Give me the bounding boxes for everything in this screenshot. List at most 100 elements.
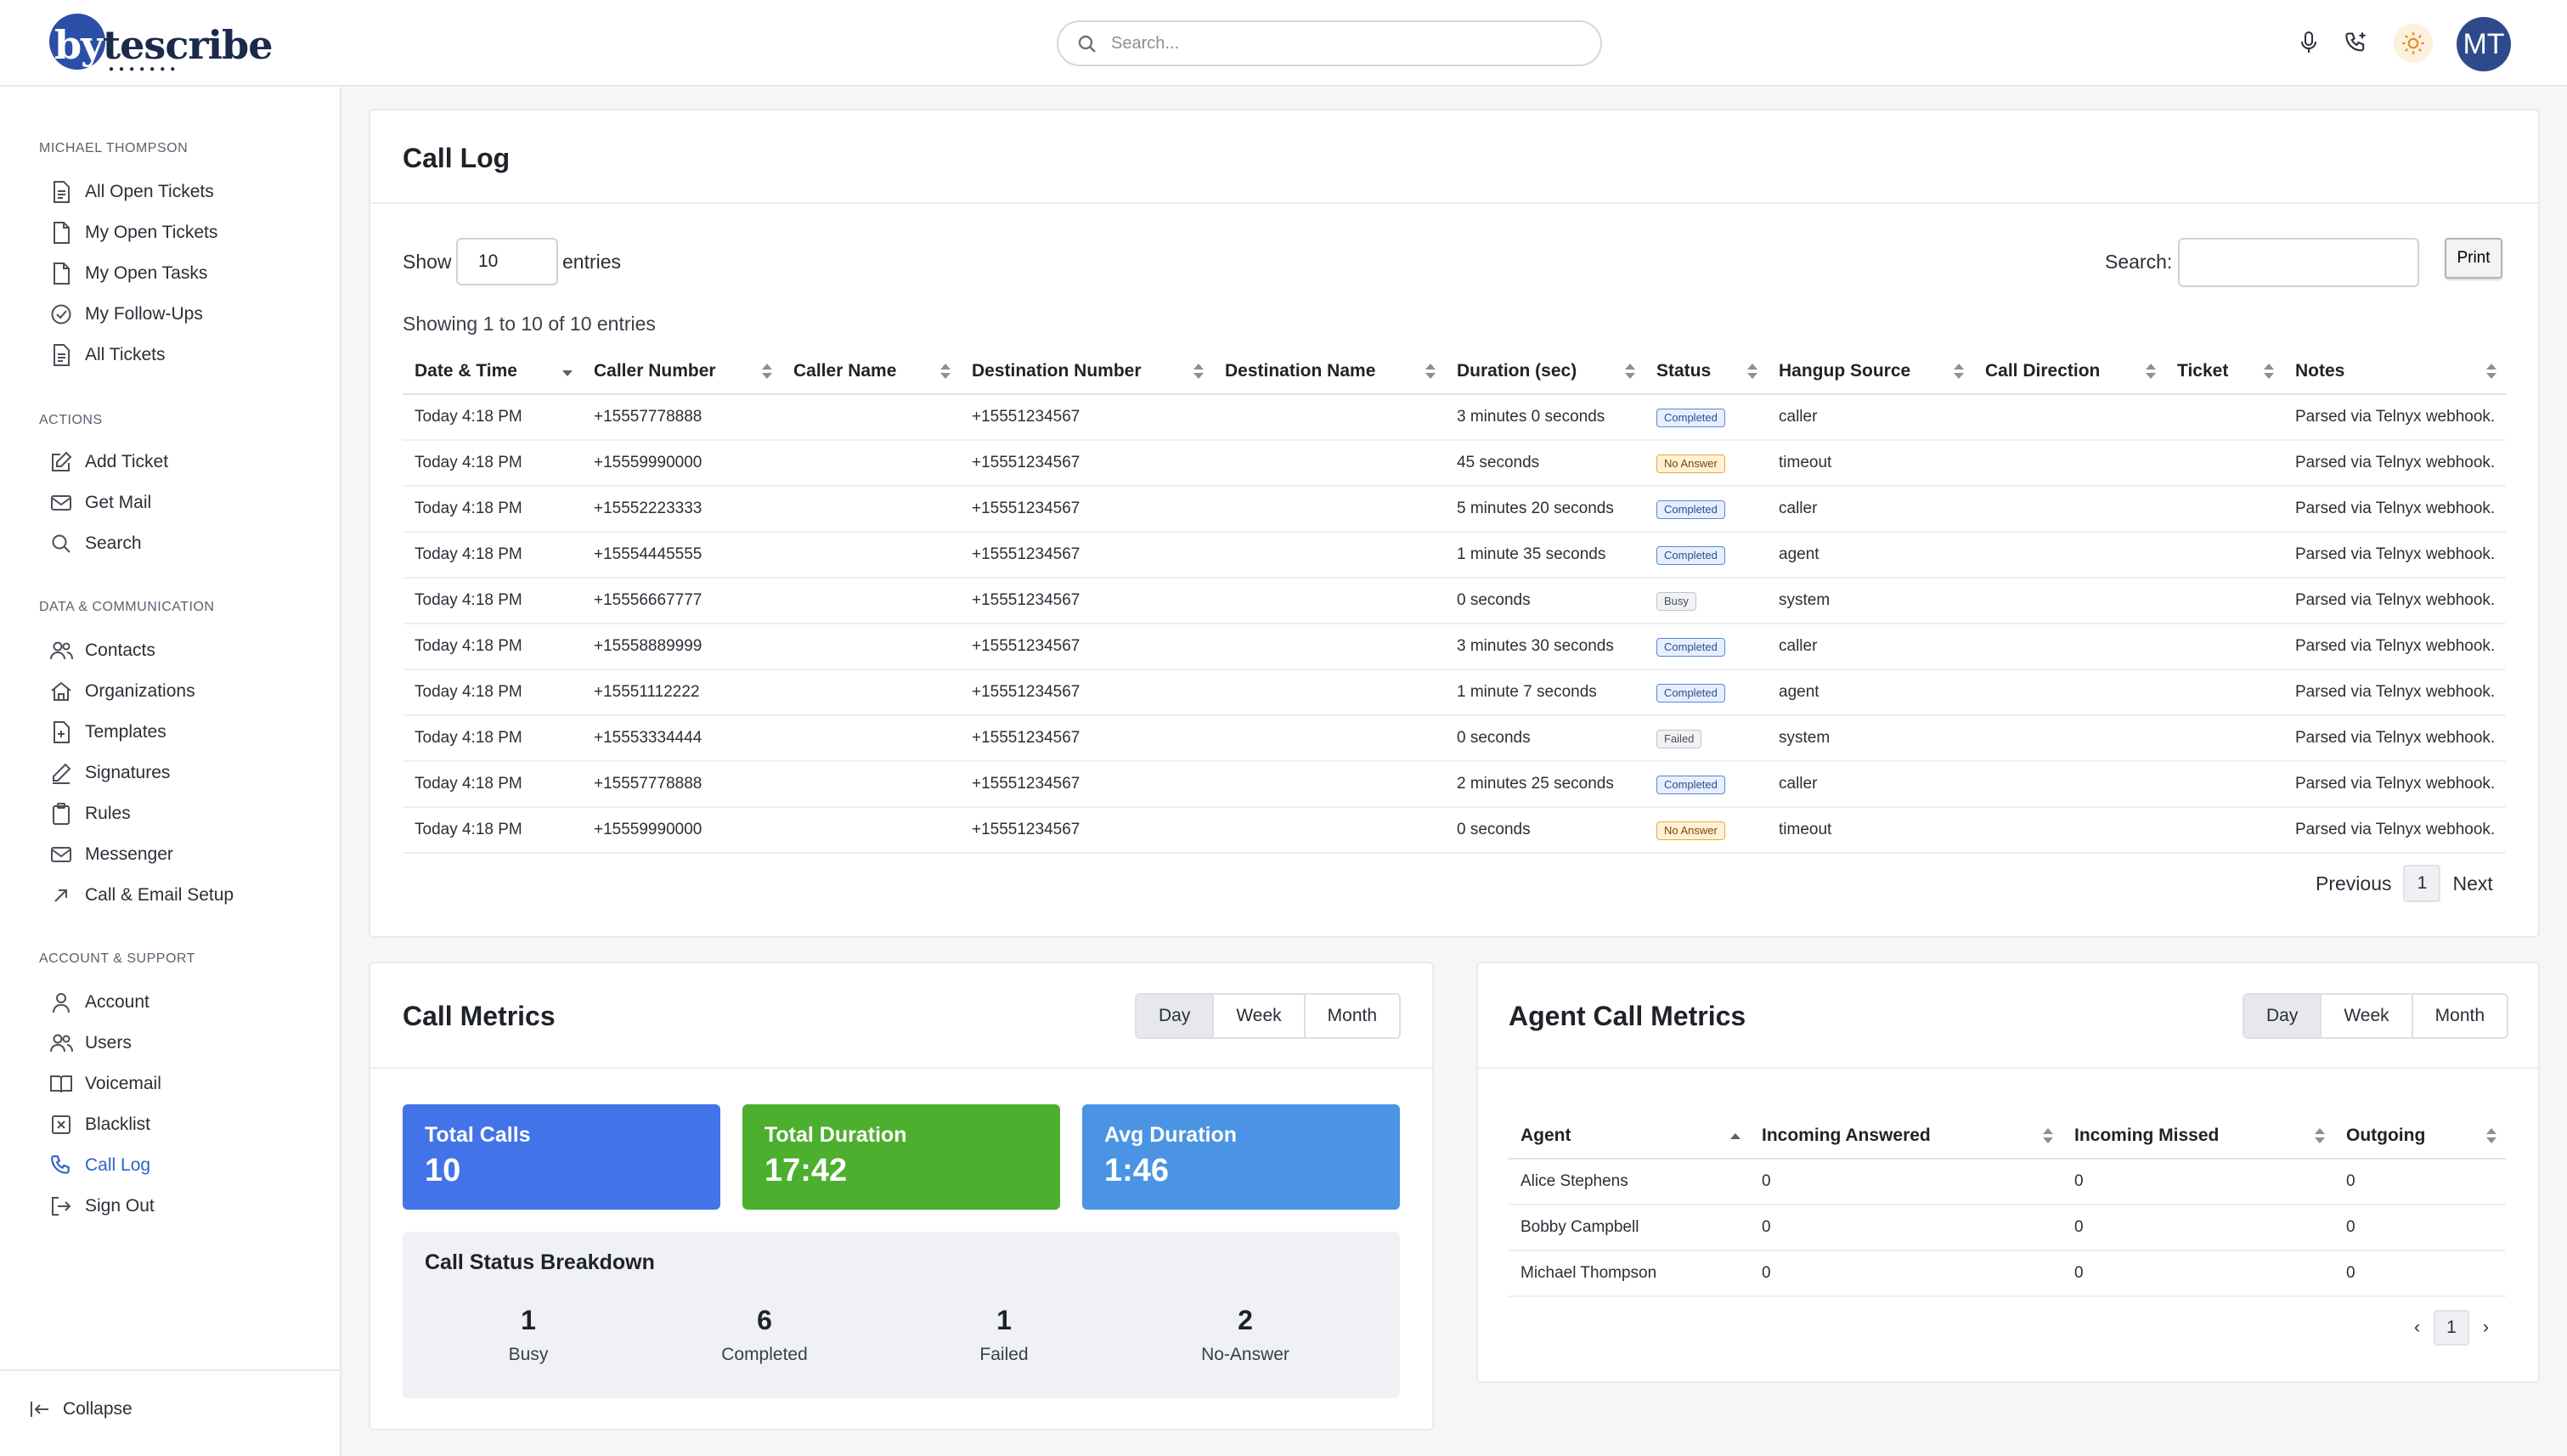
cell-ticket	[2165, 669, 2283, 716]
previous-page-button[interactable]: Previous	[2316, 872, 2392, 894]
next-page-button[interactable]: ›	[2483, 1318, 2489, 1337]
card-divider	[370, 202, 2538, 204]
column-header-duration[interactable]: Duration (sec)	[1445, 348, 1645, 395]
table-row[interactable]: Today 4:18 PM +15557778888 +15551234567 3 m…	[403, 394, 2506, 441]
cell-notes: Parsed via Telnyx webhook.	[2283, 669, 2506, 716]
sidebar-item-voicemail[interactable]: Voicemail	[49, 1069, 161, 1099]
period-week-button[interactable]: Week	[1214, 995, 1306, 1037]
column-header-date-time[interactable]: Date & Time	[403, 348, 582, 395]
column-header-ticket[interactable]: Ticket	[2165, 348, 2283, 395]
page-1-button[interactable]: 1	[2403, 865, 2441, 902]
column-header-incoming-missed[interactable]: Incoming Missed	[2062, 1113, 2334, 1160]
sidebar-item-get-mail[interactable]: Get Mail	[49, 488, 151, 518]
next-page-button[interactable]: Next	[2452, 872, 2493, 894]
column-header-destination-number[interactable]: Destination Number	[960, 348, 1213, 395]
sidebar-item-blacklist[interactable]: Blacklist	[49, 1109, 150, 1140]
sidebar-item-label: Call & Email Setup	[85, 885, 234, 905]
breakdown-count: 6	[757, 1305, 772, 1335]
sidebar-item-label: Templates	[85, 722, 166, 742]
table-search-input[interactable]	[2178, 238, 2419, 287]
status-badge: Completed	[1656, 775, 1725, 794]
column-header-call-direction[interactable]: Call Direction	[1973, 348, 2165, 395]
column-header-agent[interactable]: Agent	[1509, 1113, 1750, 1160]
table-row[interactable]: Bobby Campbell 0 0 0	[1509, 1205, 2506, 1251]
sidebar-item-contacts[interactable]: Contacts	[49, 635, 155, 666]
sidebar-item-sign-out[interactable]: Sign Out	[49, 1191, 155, 1222]
column-header-notes[interactable]: Notes	[2283, 348, 2506, 395]
cell-status: Completed	[1645, 486, 1767, 533]
cell-destination-number: +15551234567	[960, 394, 1213, 441]
status-badge: Completed	[1656, 499, 1725, 519]
table-row[interactable]: Today 4:18 PM +15554445555 +15551234567 1 m…	[403, 532, 2506, 578]
sidebar-item-signatures[interactable]: Signatures	[49, 758, 170, 788]
sidebar-item-call-email-setup[interactable]: Call & Email Setup	[49, 880, 234, 911]
print-button[interactable]: Print	[2445, 238, 2502, 279]
column-header-status[interactable]: Status	[1645, 348, 1767, 395]
table-row[interactable]: Michael Thompson 0 0 0	[1509, 1250, 2506, 1297]
entries-select[interactable]: 10	[456, 238, 558, 285]
column-header-outgoing[interactable]: Outgoing	[2334, 1113, 2506, 1160]
user-icon	[49, 990, 73, 1014]
bytescribe-logo[interactable]: bytescribe ●●●●●●●	[49, 14, 273, 74]
table-row[interactable]: Today 4:18 PM +15551112222 +15551234567 1 m…	[403, 669, 2506, 716]
edit-icon	[49, 450, 73, 474]
cell-date: Today 4:18 PM	[403, 532, 582, 578]
table-row[interactable]: Today 4:18 PM +15559990000 +15551234567 45 …	[403, 440, 2506, 487]
previous-page-button[interactable]: ‹	[2414, 1318, 2420, 1337]
theme-toggle-button[interactable]	[2394, 24, 2433, 63]
column-header-caller-number[interactable]: Caller Number	[582, 348, 781, 395]
cell-status: Completed	[1645, 669, 1767, 716]
column-header-incoming-answered[interactable]: Incoming Answered	[1750, 1113, 2062, 1160]
cell-hangup-source: caller	[1767, 761, 1973, 808]
breakdown-count: 1	[996, 1305, 1012, 1335]
cell-duration: 3 minutes 30 seconds	[1445, 624, 1645, 670]
column-header-caller-name[interactable]: Caller Name	[781, 348, 960, 395]
collapse-button[interactable]: Collapse	[29, 1398, 133, 1420]
sidebar-item-rules[interactable]: Rules	[49, 799, 131, 829]
microphone-icon[interactable]	[2293, 27, 2324, 58]
global-search-input[interactable]	[1111, 29, 1587, 58]
column-header-hangup-source[interactable]: Hangup Source	[1767, 348, 1973, 395]
period-month-button[interactable]: Month	[2434, 1006, 2485, 1025]
sidebar-item-search[interactable]: Search	[49, 528, 142, 559]
period-week-button[interactable]: Week	[2322, 995, 2413, 1037]
period-day-button[interactable]: Day	[2244, 995, 2322, 1037]
sidebar-item-all-open-tickets[interactable]: All Open Tickets	[49, 177, 214, 207]
table-row[interactable]: Today 4:18 PM +15557778888 +15551234567 2 m…	[403, 761, 2506, 808]
cell-outgoing: 0	[2334, 1205, 2506, 1251]
breakdown-label: No-Answer	[1201, 1345, 1289, 1364]
sidebar-item-call-log[interactable]: Call Log	[49, 1150, 150, 1181]
page-1-button[interactable]: 1	[2434, 1310, 2469, 1346]
sidebar-item-templates[interactable]: Templates	[49, 717, 166, 748]
table-row[interactable]: Today 4:18 PM +15552223333 +15551234567 5 m…	[403, 486, 2506, 533]
sidebar-item-users[interactable]: Users	[49, 1028, 132, 1058]
table-row[interactable]: Today 4:18 PM +15558889999 +15551234567 3 m…	[403, 624, 2506, 670]
cell-incoming-missed: 0	[2062, 1250, 2334, 1297]
table-row[interactable]: Alice Stephens 0 0 0	[1509, 1159, 2506, 1205]
sidebar-item-all-tickets[interactable]: All Tickets	[49, 340, 166, 370]
column-header-destination-name[interactable]: Destination Name	[1213, 348, 1445, 395]
period-month-button[interactable]: Month	[1327, 1006, 1378, 1025]
cell-caller-name	[781, 578, 960, 624]
sidebar-item-account[interactable]: Account	[49, 987, 150, 1018]
cell-destination-number: +15551234567	[960, 669, 1213, 716]
sidebar-item-add-ticket[interactable]: Add Ticket	[49, 447, 168, 477]
table-row[interactable]: Today 4:18 PM +15556667777 +15551234567 0 s…	[403, 578, 2506, 624]
sidebar-item-my-open-tickets[interactable]: My Open Tickets	[49, 217, 217, 248]
sidebar-item-organizations[interactable]: Organizations	[49, 676, 195, 707]
sidebar-item-messenger[interactable]: Messenger	[49, 839, 173, 870]
cell-notes: Parsed via Telnyx webhook.	[2283, 624, 2506, 670]
user-avatar[interactable]: MT	[2457, 17, 2511, 71]
sidebar-item-my-open-tasks[interactable]: My Open Tasks	[49, 258, 207, 289]
phone-icon[interactable]	[2341, 27, 2372, 58]
sidebar-item-my-follow-ups[interactable]: My Follow-Ups	[49, 299, 203, 330]
page-title: Call Log	[403, 143, 511, 173]
table-header-row: Agent Incoming Answered Incoming Missed …	[1509, 1113, 2506, 1160]
cell-status: Completed	[1645, 532, 1767, 578]
total-duration-label: Total Duration	[764, 1123, 907, 1147]
cell-caller-number: +15553334444	[582, 715, 781, 762]
table-row[interactable]: Today 4:18 PM +15559990000 +15551234567 0 s…	[403, 807, 2506, 854]
global-search[interactable]	[1057, 20, 1602, 66]
period-day-button[interactable]: Day	[1137, 995, 1215, 1037]
table-row[interactable]: Today 4:18 PM +15553334444 +15551234567 0 s…	[403, 715, 2506, 762]
